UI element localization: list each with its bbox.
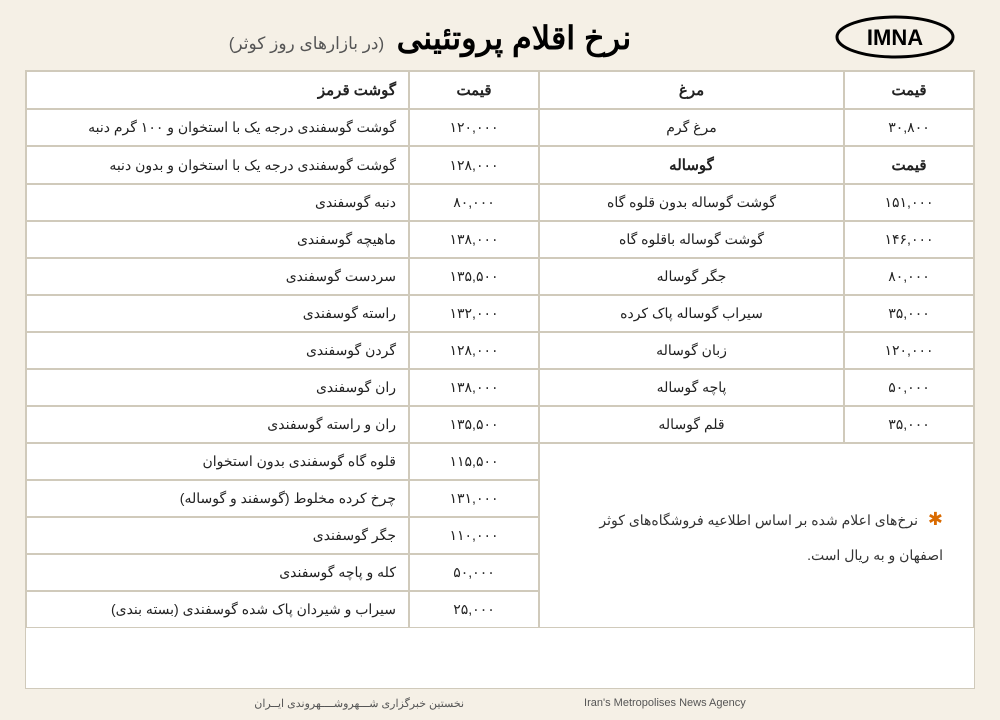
beef-price: ۱۵۱,۰۰۰ <box>844 184 974 221</box>
redmeat-name: ران گوسفندی <box>26 369 409 406</box>
beef-name: گوشت گوساله بدون قلوه گاه <box>539 184 844 221</box>
beef-price: ۵۰,۰۰۰ <box>844 369 974 406</box>
page-container: IMNA نرخ اقلام پروتئینی (در بازارهای روز… <box>0 0 1000 720</box>
beef-name: پاچه گوساله <box>539 369 844 406</box>
redmeat-price: ۱۳۵,۵۰۰ <box>409 258 539 295</box>
beef-name: زبان گوساله <box>539 332 844 369</box>
beef-price: ۱۲۰,۰۰۰ <box>844 332 974 369</box>
redmeat-price: ۱۱۰,۰۰۰ <box>409 517 539 554</box>
redmeat-price: ۱۳۲,۰۰۰ <box>409 295 539 332</box>
redmeat-price: ۱۱۵,۵۰۰ <box>409 443 539 480</box>
redmeat-name: سیراب و شیردان پاک شده گوسفندی (بسته بند… <box>26 591 409 628</box>
redmeat-price: ۲۵,۰۰۰ <box>409 591 539 628</box>
beef-name: گوشت گوساله باقلوه گاه <box>539 221 844 258</box>
redmeat-price: ۱۳۸,۰۰۰ <box>409 221 539 258</box>
redmeat-name: گوشت گوسفندی درجه یک با استخوان و ۱۰۰ گر… <box>26 109 409 146</box>
col-header-redmeat: گوشت قرمز <box>26 71 409 109</box>
redmeat-price: ۸۰,۰۰۰ <box>409 184 539 221</box>
redmeat-name: جگر گوسفندی <box>26 517 409 554</box>
redmeat-price: ۱۲۸,۰۰۰ <box>409 332 539 369</box>
redmeat-name: چرخ کرده مخلوط (گوسفند و گوساله) <box>26 480 409 517</box>
imna-logo-icon: IMNA <box>835 15 955 60</box>
beef-price: ۸۰,۰۰۰ <box>844 258 974 295</box>
beef-header-price: قیمت <box>844 146 974 184</box>
footer: Iran's Metropolises News Agency نخستین خ… <box>25 689 975 710</box>
redmeat-name: گوشت گوسفندی درجه یک با استخوان و بدون د… <box>26 146 409 184</box>
col-header-price2: قیمت <box>844 71 974 109</box>
redmeat-name: ماهیچه گوسفندی <box>26 221 409 258</box>
redmeat-price: ۱۳۸,۰۰۰ <box>409 369 539 406</box>
beef-price: ۱۴۶,۰۰۰ <box>844 221 974 258</box>
redmeat-name: قلوه گاه گوسفندی بدون استخوان <box>26 443 409 480</box>
redmeat-price: ۱۲۸,۰۰۰ <box>409 146 539 184</box>
svg-text:IMNA: IMNA <box>867 25 923 50</box>
star-icon: ✱ <box>928 509 943 529</box>
header: IMNA نرخ اقلام پروتئینی (در بازارهای روز… <box>25 15 975 70</box>
col-header-chicken: مرغ <box>539 71 844 109</box>
beef-name: سیراب گوساله پاک کرده <box>539 295 844 332</box>
redmeat-name: کله و پاچه گوسفندی <box>26 554 409 591</box>
col-header-price1: قیمت <box>409 71 539 109</box>
title-sub: (در بازارهای روز کوثر) <box>229 34 384 53</box>
redmeat-name: ران و راسته گوسفندی <box>26 406 409 443</box>
beef-price: ۳۵,۰۰۰ <box>844 295 974 332</box>
title-block: نرخ اقلام پروتئینی (در بازارهای روز کوثر… <box>25 19 835 57</box>
price-table: قیمت مرغ قیمت گوشت قرمز ۳۰,۸۰۰ مرغ گرم ۱… <box>25 70 975 689</box>
redmeat-price: ۵۰,۰۰۰ <box>409 554 539 591</box>
redmeat-name: گردن گوسفندی <box>26 332 409 369</box>
chicken-price: ۳۰,۸۰۰ <box>844 109 974 146</box>
redmeat-name: دنبه گوسفندی <box>26 184 409 221</box>
redmeat-name: راسته گوسفندی <box>26 295 409 332</box>
note-cell: ✱ نرخ‌های اعلام شده بر اساس اطلاعیه فروش… <box>539 443 974 628</box>
beef-name: قلم گوساله <box>539 406 844 443</box>
redmeat-price: ۱۲۰,۰۰۰ <box>409 109 539 146</box>
footer-right: نخستین خبرگزاری شـــهروشــــهروندی ایــر… <box>254 697 464 710</box>
beef-price: ۳۵,۰۰۰ <box>844 406 974 443</box>
table-grid: قیمت مرغ قیمت گوشت قرمز ۳۰,۸۰۰ مرغ گرم ۱… <box>26 71 974 628</box>
redmeat-price: ۱۳۵,۵۰۰ <box>409 406 539 443</box>
note-text: نرخ‌های اعلام شده بر اساس اطلاعیه فروشگا… <box>599 512 943 563</box>
beef-header: گوساله <box>539 146 844 184</box>
note-wrap: ✱ نرخ‌های اعلام شده بر اساس اطلاعیه فروش… <box>570 500 943 570</box>
redmeat-price: ۱۳۱,۰۰۰ <box>409 480 539 517</box>
beef-name: جگر گوساله <box>539 258 844 295</box>
redmeat-name: سردست گوسفندی <box>26 258 409 295</box>
title-main: نرخ اقلام پروتئینی <box>397 20 632 56</box>
chicken-name: مرغ گرم <box>539 109 844 146</box>
logo: IMNA <box>835 15 955 60</box>
footer-left: Iran's Metropolises News Agency <box>584 697 746 710</box>
